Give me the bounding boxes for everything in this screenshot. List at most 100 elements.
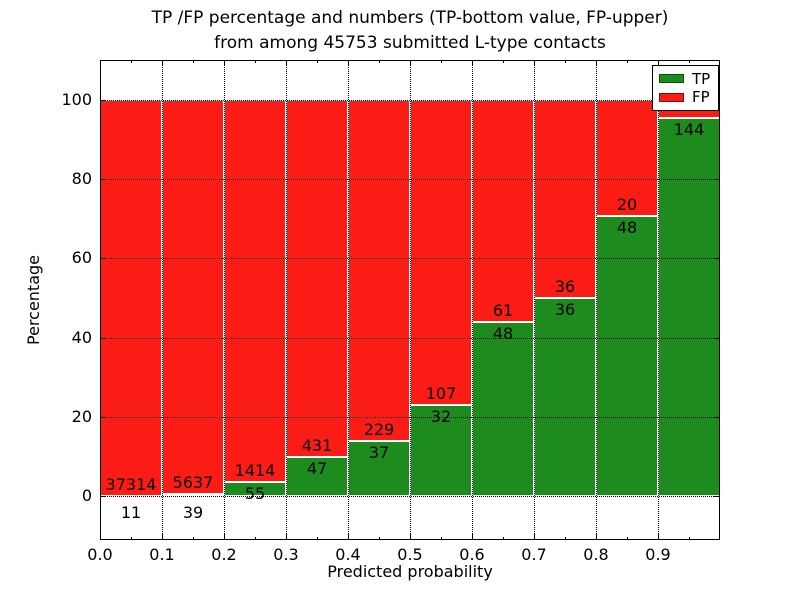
- chart-title: TP /FP percentage and numbers (TP-bottom…: [100, 6, 720, 56]
- x-minor-tick-mark: [131, 60, 132, 63]
- x-minor-tick-mark: [565, 537, 566, 540]
- horizontal-gridline: [100, 417, 720, 419]
- vertical-gridline: [596, 60, 597, 540]
- y-tick-label: 80: [71, 169, 92, 189]
- y-tick-mark: [714, 496, 720, 498]
- x-tick-label: 0.2: [211, 545, 237, 564]
- x-tick-mark: [224, 534, 225, 540]
- fp-count-label: 37314: [105, 475, 157, 495]
- legend-item-tp: TP: [659, 71, 712, 87]
- x-minor-tick-mark: [441, 60, 442, 63]
- x-minor-tick-mark: [131, 537, 132, 540]
- y-tick-mark: [714, 179, 720, 181]
- x-tick-mark: [472, 60, 473, 66]
- legend: TP FP: [652, 65, 719, 111]
- vertical-gridline: [348, 60, 349, 540]
- tp-bar-segment: [596, 216, 658, 497]
- fp-color-swatch-icon: [659, 92, 684, 102]
- x-tick-label: 0.4: [335, 545, 361, 564]
- tp-bar-segment: [534, 298, 596, 497]
- tp-count-label: 11: [120, 503, 142, 523]
- fp-bar-segment: [162, 99, 224, 494]
- y-tick-mark: [100, 337, 106, 339]
- tp-count-label: 144: [673, 120, 705, 140]
- vertical-gridline: [658, 60, 659, 540]
- x-tick-mark: [410, 60, 411, 66]
- y-tick-label: 0: [81, 486, 92, 506]
- vertical-gridline: [472, 60, 473, 540]
- plot-area: 37314 11 5637 39 1414 55 431 47 229 37 107 32 61 48 36…: [100, 60, 720, 540]
- bar-count-labels-layer: 37314 11 5637 39 1414 55 431 47 229 37 107 32 61 48 36…: [100, 60, 720, 540]
- vertical-gridline: [534, 60, 535, 540]
- y-tick-mark: [100, 99, 106, 101]
- chart-title-line1: TP /FP percentage and numbers (TP-bottom…: [151, 8, 669, 28]
- x-minor-tick-mark: [627, 60, 628, 63]
- x-tick-mark: [472, 534, 473, 540]
- x-tick-mark: [286, 534, 287, 540]
- y-tick-label: 40: [71, 327, 92, 347]
- tp-count-label: 48: [492, 323, 514, 343]
- x-tick-mark: [534, 60, 535, 66]
- x-minor-tick-mark: [317, 60, 318, 63]
- vertical-gridline: [162, 60, 163, 540]
- x-minor-tick-mark: [379, 537, 380, 540]
- chart-title-line2: from among 45753 submitted L-type contac…: [214, 33, 606, 53]
- grid-layer: [100, 60, 720, 540]
- y-tick-mark: [100, 258, 106, 260]
- tp-count-label: 55: [244, 483, 266, 503]
- x-minor-tick-mark: [627, 537, 628, 540]
- vertical-gridline: [224, 60, 225, 540]
- legend-item-fp: FP: [659, 89, 712, 105]
- x-tick-mark: [596, 60, 597, 66]
- x-tick-label: 0.5: [397, 545, 423, 564]
- vertical-gridline: [410, 60, 411, 540]
- x-tick-label: 0.0: [87, 545, 113, 564]
- x-minor-tick-mark: [379, 60, 380, 63]
- horizontal-gridline: [100, 337, 720, 339]
- y-tick-mark: [100, 179, 106, 181]
- legend-label-fp: FP: [692, 88, 710, 107]
- x-tick-mark: [286, 60, 287, 66]
- horizontal-gridline: [100, 179, 720, 181]
- x-tick-mark: [224, 60, 225, 66]
- x-minor-tick-mark: [689, 537, 690, 540]
- x-minor-tick-mark: [255, 60, 256, 63]
- y-axis-title: Percentage: [24, 255, 43, 346]
- x-tick-label: 0.6: [459, 545, 485, 564]
- fp-count-label: 431: [301, 436, 333, 456]
- x-tick-mark: [162, 534, 163, 540]
- tp-count-label: 32: [430, 407, 452, 427]
- x-minor-tick-mark: [255, 537, 256, 540]
- fp-bar-segment: [410, 99, 472, 406]
- horizontal-gridline: [100, 496, 720, 498]
- x-tick-label: 0.8: [583, 545, 609, 564]
- y-tick-mark: [714, 337, 720, 339]
- x-tick-mark: [348, 534, 349, 540]
- x-tick-mark: [658, 534, 659, 540]
- x-minor-tick-mark: [503, 60, 504, 63]
- fp-count-label: 107: [425, 384, 457, 404]
- tp-count-label: 47: [306, 459, 328, 479]
- y-tick-label: 60: [71, 248, 92, 268]
- x-tick-label: 0.9: [645, 545, 671, 564]
- tp-count-label: 39: [182, 503, 204, 523]
- x-tick-mark: [410, 534, 411, 540]
- y-tick-label: 20: [71, 407, 92, 427]
- fp-count-label: 229: [363, 420, 395, 440]
- y-tick-mark: [714, 417, 720, 419]
- horizontal-gridline: [100, 99, 720, 101]
- x-minor-tick-mark: [193, 537, 194, 540]
- fp-count-label: 61: [492, 300, 514, 320]
- tp-color-swatch-icon: [659, 74, 684, 84]
- tp-count-label: 36: [554, 300, 576, 320]
- y-tick-label: 100: [61, 89, 92, 109]
- x-tick-mark: [348, 60, 349, 66]
- x-minor-tick-mark: [441, 537, 442, 540]
- x-tick-mark: [534, 534, 535, 540]
- x-tick-label: 0.3: [273, 545, 299, 564]
- x-minor-tick-mark: [193, 60, 194, 63]
- x-tick-label: 0.7: [521, 545, 547, 564]
- tp-count-label: 37: [368, 443, 390, 463]
- fp-count-label: 20: [616, 195, 638, 215]
